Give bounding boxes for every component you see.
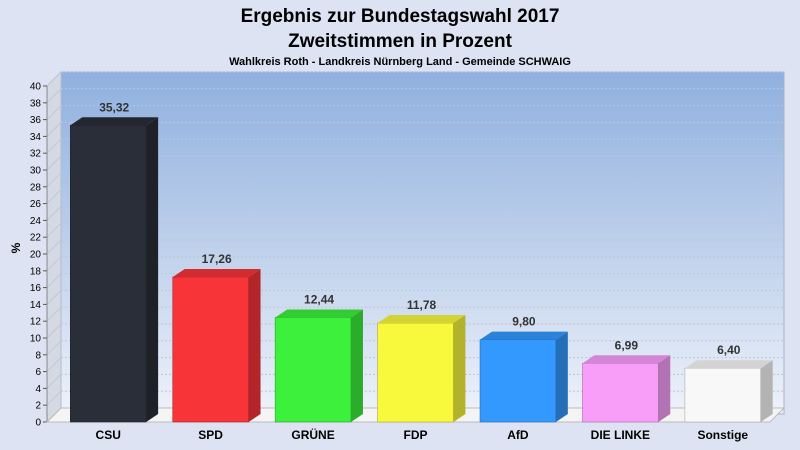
y-tick-label: 38 (30, 98, 42, 109)
grid-line-side (46, 172, 62, 188)
bar-value-label: 11,78 (407, 298, 437, 312)
bar-side (658, 355, 671, 422)
grid-line-side (46, 239, 62, 255)
grid-line-side (46, 390, 62, 406)
y-axis-label: % (9, 242, 23, 253)
x-tick-label: AfD (507, 428, 529, 442)
grid-line-side (46, 357, 62, 372)
y-tick-label: 40 (30, 82, 42, 93)
grid-line-side (46, 374, 62, 389)
chart-subtitle: Zweitstimmen in Prozent (288, 31, 512, 52)
grid-line-side (46, 340, 62, 356)
bar-top (377, 315, 466, 324)
bar (172, 276, 249, 423)
bar-top (582, 355, 671, 364)
y-tick-label: 14 (30, 300, 42, 311)
x-tick-label: CSU (96, 428, 121, 442)
bar-value-label: 12,44 (304, 293, 334, 307)
bar-value-label: 6,40 (717, 343, 741, 357)
y-tick-label: 36 (30, 115, 42, 126)
grid-line-side (46, 206, 62, 221)
y-tick-label: 20 (30, 250, 42, 261)
y-tick-label: 2 (35, 401, 41, 412)
grid-line-side (46, 306, 62, 322)
bar-value-label: 9,80 (512, 315, 536, 329)
bar-value-label: 35,32 (99, 100, 129, 114)
y-tick-label: 26 (30, 199, 42, 210)
y-tick-label: 6 (35, 367, 41, 378)
bar-top (172, 269, 261, 278)
y-tick-label: 32 (30, 149, 42, 160)
grid-line-side (46, 122, 62, 137)
bar (684, 367, 761, 423)
bar (274, 317, 352, 423)
bar-value-label: 17,26 (202, 252, 232, 266)
x-tick-label: DIE LINKE (591, 428, 650, 442)
bar-top (684, 360, 773, 369)
y-tick-label: 34 (30, 132, 42, 143)
y-tick-label: 8 (35, 350, 41, 361)
grid-line-side (46, 138, 62, 154)
x-tick-label: Sonstige (697, 428, 748, 442)
bar (70, 125, 147, 423)
grid-line-side (46, 155, 62, 171)
bar-side (555, 331, 568, 422)
grid-line-side (46, 105, 62, 120)
y-tick-label: 10 (30, 334, 42, 345)
y-tick-label: 16 (30, 283, 42, 294)
grid-line-side (46, 88, 62, 104)
bar-side (760, 360, 773, 422)
bar-value-label: 6,99 (615, 338, 639, 352)
grid-line-side (46, 323, 62, 339)
plot-area: 024681012141618202224262830323436384035,… (30, 70, 786, 442)
bar-side (453, 315, 466, 422)
y-tick-label: 30 (30, 166, 42, 177)
bar (377, 322, 454, 423)
grid-line-side (46, 71, 62, 87)
x-tick-label: FDP (404, 428, 428, 442)
chart-caption: Wahlkreis Roth - Landkreis Nürnberg Land… (229, 56, 571, 68)
bar (582, 362, 659, 423)
y-tick-label: 0 (35, 418, 41, 429)
grid-line-side (46, 256, 62, 272)
grid-line-side (46, 273, 62, 288)
x-tick-label: SPD (198, 428, 223, 442)
y-tick-label: 12 (30, 317, 42, 328)
bar-side (350, 309, 363, 422)
bar-side (248, 269, 261, 422)
grid-line-side (46, 189, 62, 204)
bar-top (70, 117, 159, 126)
y-tick-label: 4 (35, 384, 41, 395)
x-tick-label: GRÜNE (291, 427, 334, 442)
bar (479, 339, 557, 423)
chart-title: Ergebnis zur Bundestagswahl 2017 (241, 6, 560, 27)
bar-side (146, 117, 159, 422)
bar-top (480, 331, 568, 340)
y-tick-label: 28 (30, 182, 42, 193)
y-tick-label: 22 (30, 233, 42, 244)
y-tick-label: 18 (30, 266, 42, 277)
bar-top (275, 309, 363, 318)
y-tick-label: 24 (30, 216, 42, 227)
grid-line-side (46, 222, 62, 238)
grid-line-side (46, 290, 62, 305)
